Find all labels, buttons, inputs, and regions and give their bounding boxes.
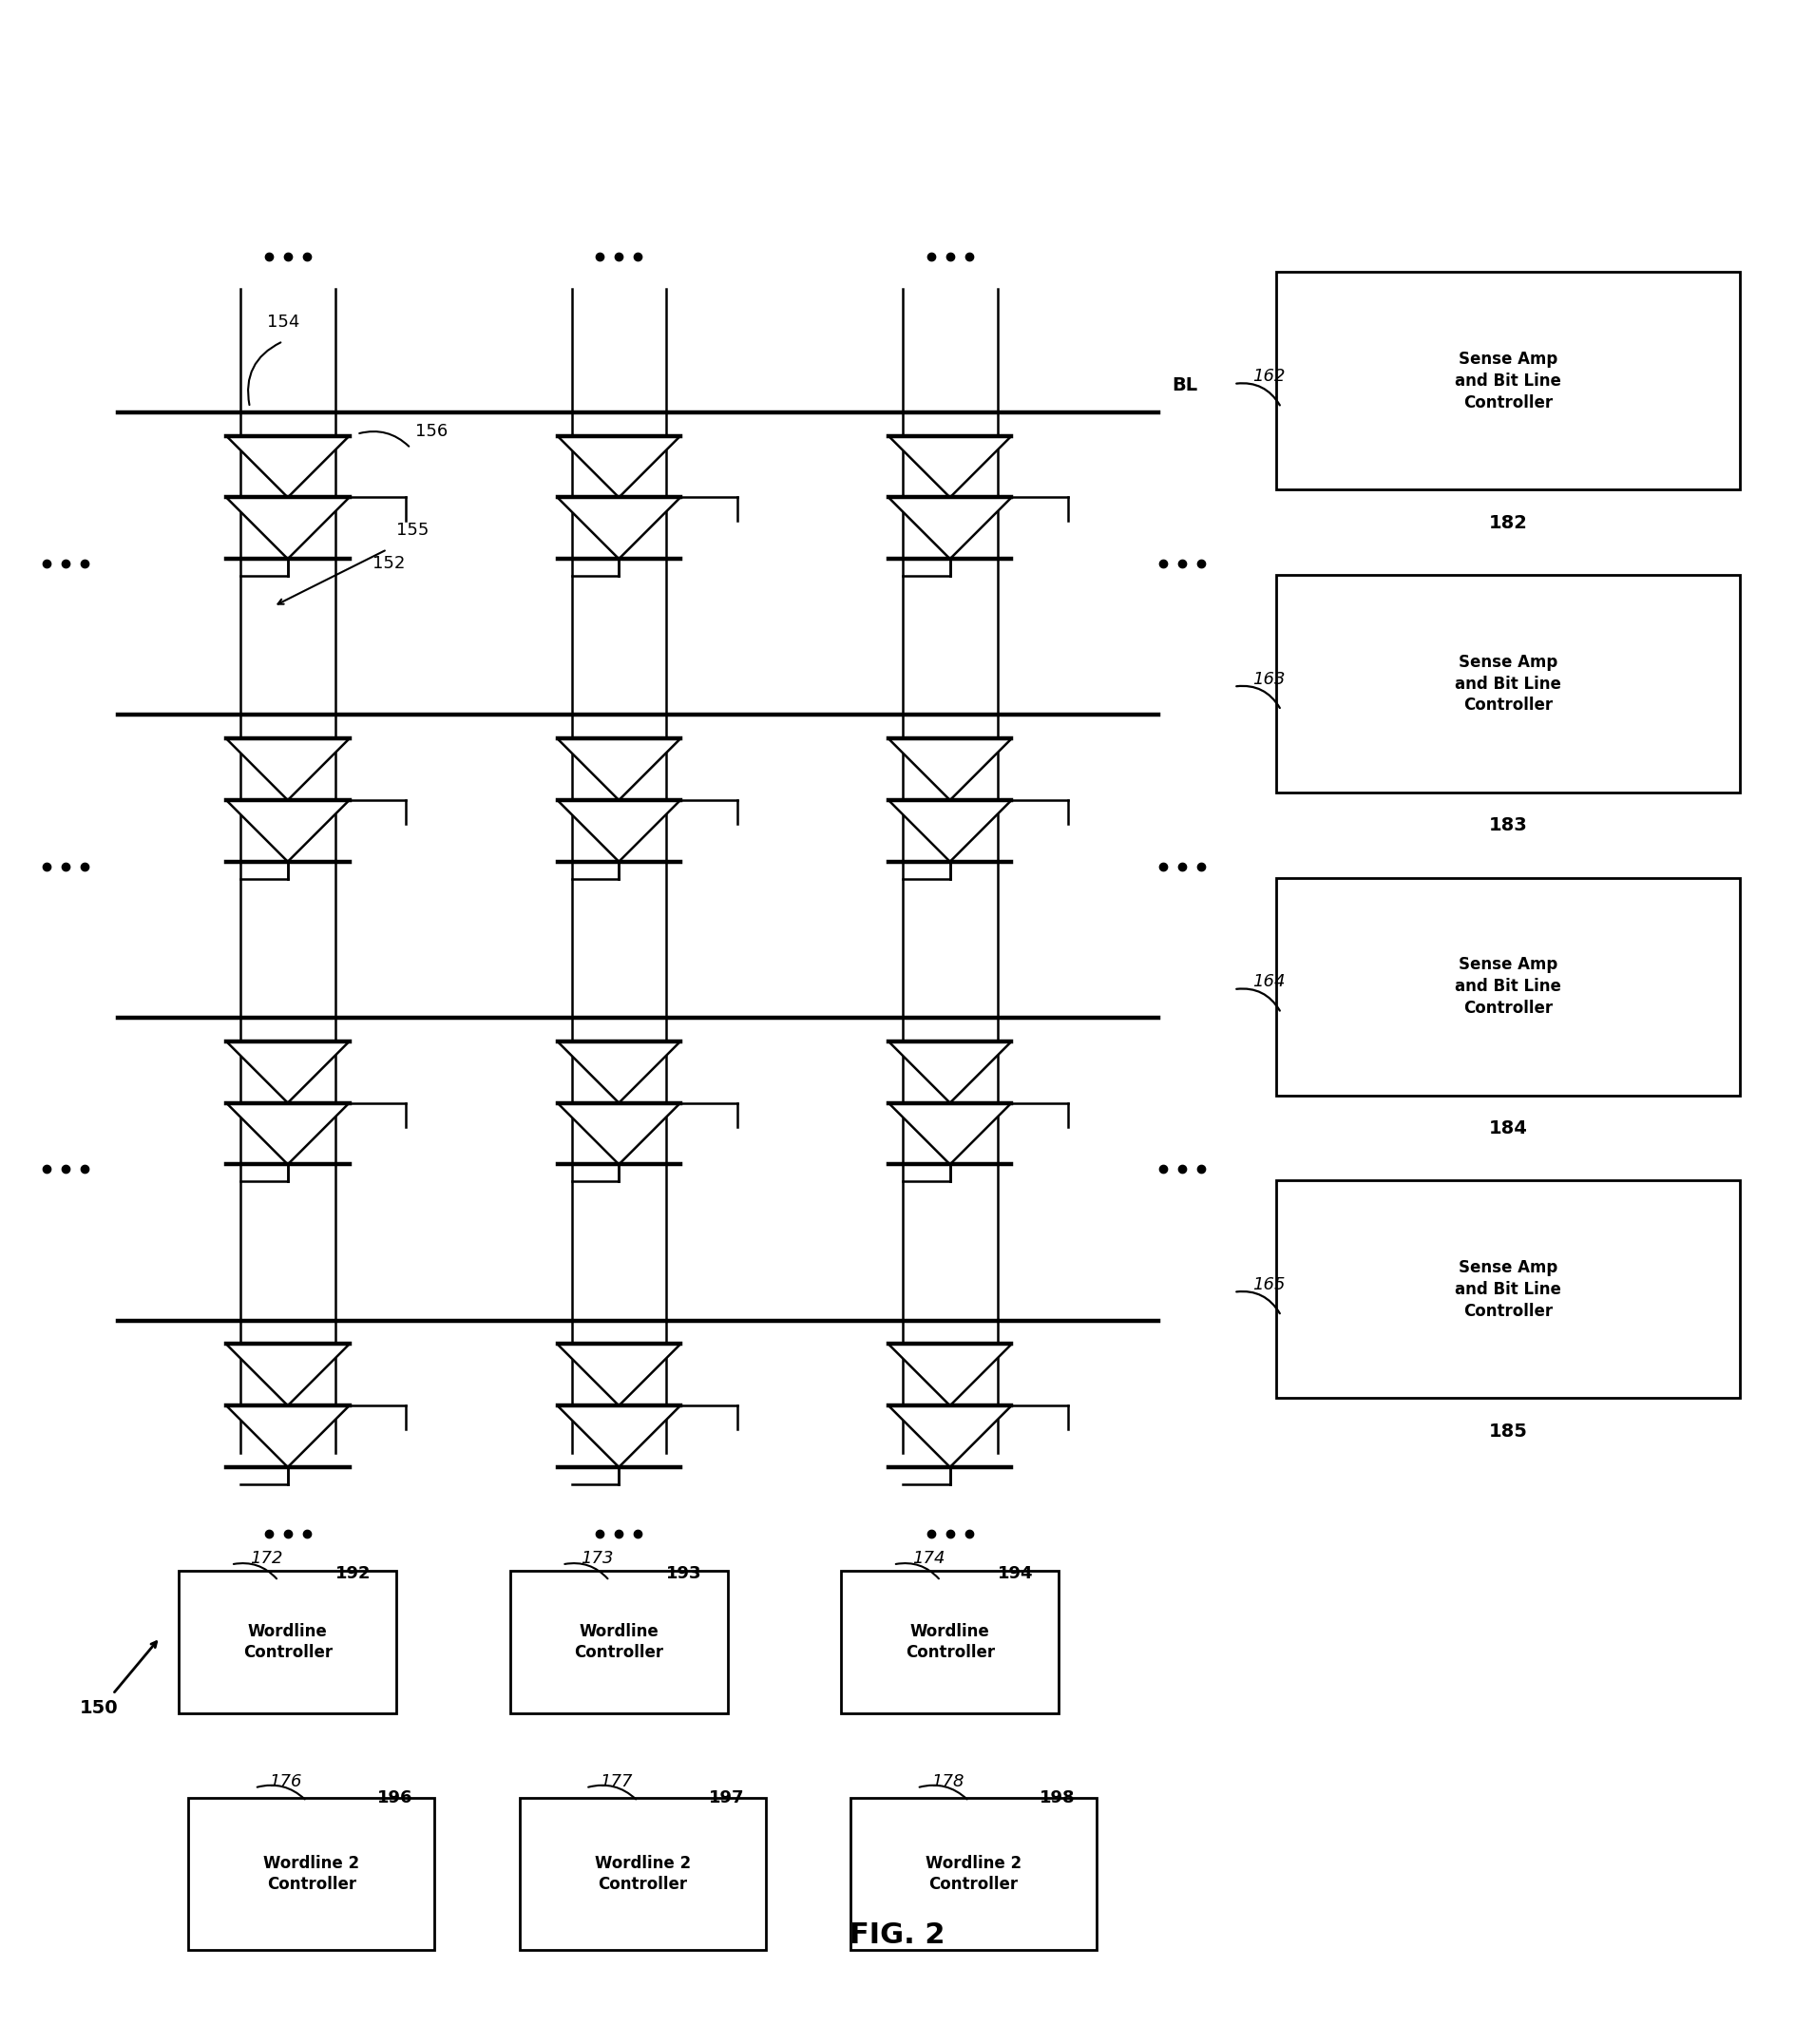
FancyBboxPatch shape: [188, 1799, 434, 1950]
Text: 178: 178: [932, 1774, 964, 1791]
Polygon shape: [889, 1406, 1012, 1468]
Polygon shape: [889, 1104, 1012, 1165]
Text: Sense Amp
and Bit Line
Controller: Sense Amp and Bit Line Controller: [1456, 654, 1562, 713]
Text: Wordline
Controller: Wordline Controller: [242, 1623, 332, 1662]
Polygon shape: [226, 1040, 350, 1104]
Text: 150: 150: [79, 1699, 118, 1717]
Text: 198: 198: [1039, 1791, 1075, 1807]
Text: Wordline 2
Controller: Wordline 2 Controller: [926, 1854, 1021, 1893]
Polygon shape: [226, 497, 350, 558]
Text: 174: 174: [912, 1549, 944, 1568]
Text: 162: 162: [1253, 368, 1285, 384]
Text: 164: 164: [1253, 973, 1285, 991]
Text: 176: 176: [269, 1774, 302, 1791]
Text: 196: 196: [377, 1791, 413, 1807]
Text: 163: 163: [1253, 670, 1285, 687]
Text: Sense Amp
and Bit Line
Controller: Sense Amp and Bit Line Controller: [1456, 957, 1562, 1016]
Text: 194: 194: [998, 1566, 1032, 1582]
Text: 155: 155: [397, 521, 429, 540]
Polygon shape: [889, 1345, 1012, 1406]
Polygon shape: [558, 1104, 680, 1165]
Polygon shape: [226, 738, 350, 799]
Polygon shape: [889, 1040, 1012, 1104]
Text: 197: 197: [709, 1791, 745, 1807]
Text: 177: 177: [600, 1774, 634, 1791]
Text: Wordline
Controller: Wordline Controller: [574, 1623, 664, 1662]
Text: 172: 172: [250, 1549, 284, 1568]
Polygon shape: [889, 435, 1012, 497]
Polygon shape: [558, 435, 680, 497]
Text: Wordline 2
Controller: Wordline 2 Controller: [594, 1854, 691, 1893]
Polygon shape: [889, 497, 1012, 558]
Text: 184: 184: [1488, 1120, 1528, 1136]
Polygon shape: [889, 799, 1012, 863]
Text: Wordline
Controller: Wordline Controller: [905, 1623, 994, 1662]
Polygon shape: [226, 1345, 350, 1406]
Text: 192: 192: [336, 1566, 372, 1582]
FancyBboxPatch shape: [1276, 1181, 1739, 1398]
Text: 165: 165: [1253, 1275, 1285, 1294]
Text: 185: 185: [1488, 1423, 1528, 1441]
Text: 154: 154: [267, 315, 300, 331]
Polygon shape: [558, 738, 680, 799]
FancyBboxPatch shape: [510, 1572, 727, 1713]
Polygon shape: [226, 1104, 350, 1165]
Text: BL: BL: [1172, 376, 1197, 394]
FancyBboxPatch shape: [1276, 877, 1739, 1096]
FancyBboxPatch shape: [1276, 272, 1739, 491]
Text: Wordline 2
Controller: Wordline 2 Controller: [264, 1854, 359, 1893]
Text: 152: 152: [373, 556, 406, 572]
Polygon shape: [558, 799, 680, 863]
Polygon shape: [226, 1406, 350, 1468]
Text: Sense Amp
and Bit Line
Controller: Sense Amp and Bit Line Controller: [1456, 352, 1562, 411]
Text: 173: 173: [582, 1549, 614, 1568]
Polygon shape: [226, 799, 350, 863]
FancyBboxPatch shape: [180, 1572, 397, 1713]
Polygon shape: [558, 497, 680, 558]
Polygon shape: [558, 1345, 680, 1406]
FancyBboxPatch shape: [842, 1572, 1059, 1713]
Polygon shape: [558, 1040, 680, 1104]
FancyBboxPatch shape: [851, 1799, 1097, 1950]
Polygon shape: [226, 435, 350, 497]
Text: 182: 182: [1488, 513, 1528, 531]
Text: Sense Amp
and Bit Line
Controller: Sense Amp and Bit Line Controller: [1456, 1259, 1562, 1320]
FancyBboxPatch shape: [1276, 574, 1739, 793]
Text: 183: 183: [1488, 818, 1528, 834]
FancyBboxPatch shape: [519, 1799, 765, 1950]
Text: 156: 156: [415, 423, 449, 439]
Text: 193: 193: [666, 1566, 702, 1582]
Polygon shape: [889, 738, 1012, 799]
Text: FIG. 2: FIG. 2: [849, 1921, 946, 1950]
Polygon shape: [558, 1406, 680, 1468]
